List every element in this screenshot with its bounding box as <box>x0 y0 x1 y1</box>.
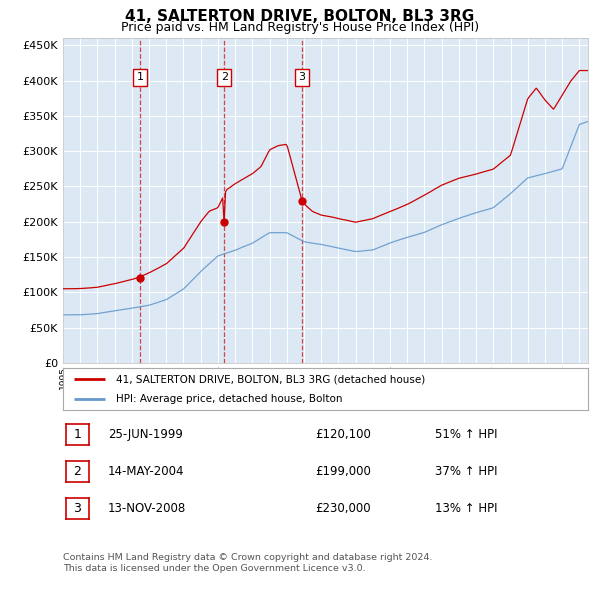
Text: HPI: Average price, detached house, Bolton: HPI: Average price, detached house, Bolt… <box>115 395 342 404</box>
Text: 13-NOV-2008: 13-NOV-2008 <box>108 502 186 516</box>
Text: 13% ↑ HPI: 13% ↑ HPI <box>435 502 497 516</box>
Text: 41, SALTERTON DRIVE, BOLTON, BL3 3RG: 41, SALTERTON DRIVE, BOLTON, BL3 3RG <box>125 9 475 24</box>
Text: 2: 2 <box>221 73 228 82</box>
Text: Price paid vs. HM Land Registry's House Price Index (HPI): Price paid vs. HM Land Registry's House … <box>121 21 479 34</box>
Text: 51% ↑ HPI: 51% ↑ HPI <box>435 428 497 441</box>
Text: £199,000: £199,000 <box>315 465 371 478</box>
Text: 25-JUN-1999: 25-JUN-1999 <box>108 428 183 441</box>
Text: 3: 3 <box>298 73 305 82</box>
Text: 3: 3 <box>73 502 82 516</box>
Text: £120,100: £120,100 <box>315 428 371 441</box>
Text: 14-MAY-2004: 14-MAY-2004 <box>108 465 185 478</box>
Text: 37% ↑ HPI: 37% ↑ HPI <box>435 465 497 478</box>
Text: 1: 1 <box>73 428 82 441</box>
Text: 41, SALTERTON DRIVE, BOLTON, BL3 3RG (detached house): 41, SALTERTON DRIVE, BOLTON, BL3 3RG (de… <box>115 375 425 385</box>
Text: 2: 2 <box>73 465 82 478</box>
Text: £230,000: £230,000 <box>315 502 371 516</box>
Text: Contains HM Land Registry data © Crown copyright and database right 2024.
This d: Contains HM Land Registry data © Crown c… <box>63 553 433 573</box>
Text: 1: 1 <box>137 73 144 82</box>
